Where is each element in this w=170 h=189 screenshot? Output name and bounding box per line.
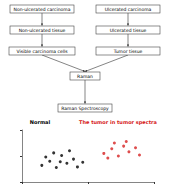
svg-text:Raman Spectroscopy: Raman Spectroscopy — [61, 106, 109, 111]
svg-text:The tumor in tumor spectra: The tumor in tumor spectra — [79, 119, 157, 126]
svg-text:Non-ulcerated tissue: Non-ulcerated tissue — [19, 28, 66, 33]
svg-text:Non-ulcerated carcinoma: Non-ulcerated carcinoma — [14, 7, 71, 12]
svg-text:Ulcerated tissue: Ulcerated tissue — [110, 28, 147, 33]
svg-text:Normal: Normal — [30, 119, 51, 125]
svg-text:Visible carcinoma cells: Visible carcinoma cells — [16, 49, 68, 54]
svg-text:Tumor tissue: Tumor tissue — [113, 49, 143, 54]
svg-text:Ulcerated carcinoma: Ulcerated carcinoma — [105, 7, 152, 12]
svg-text:Raman: Raman — [77, 74, 93, 79]
